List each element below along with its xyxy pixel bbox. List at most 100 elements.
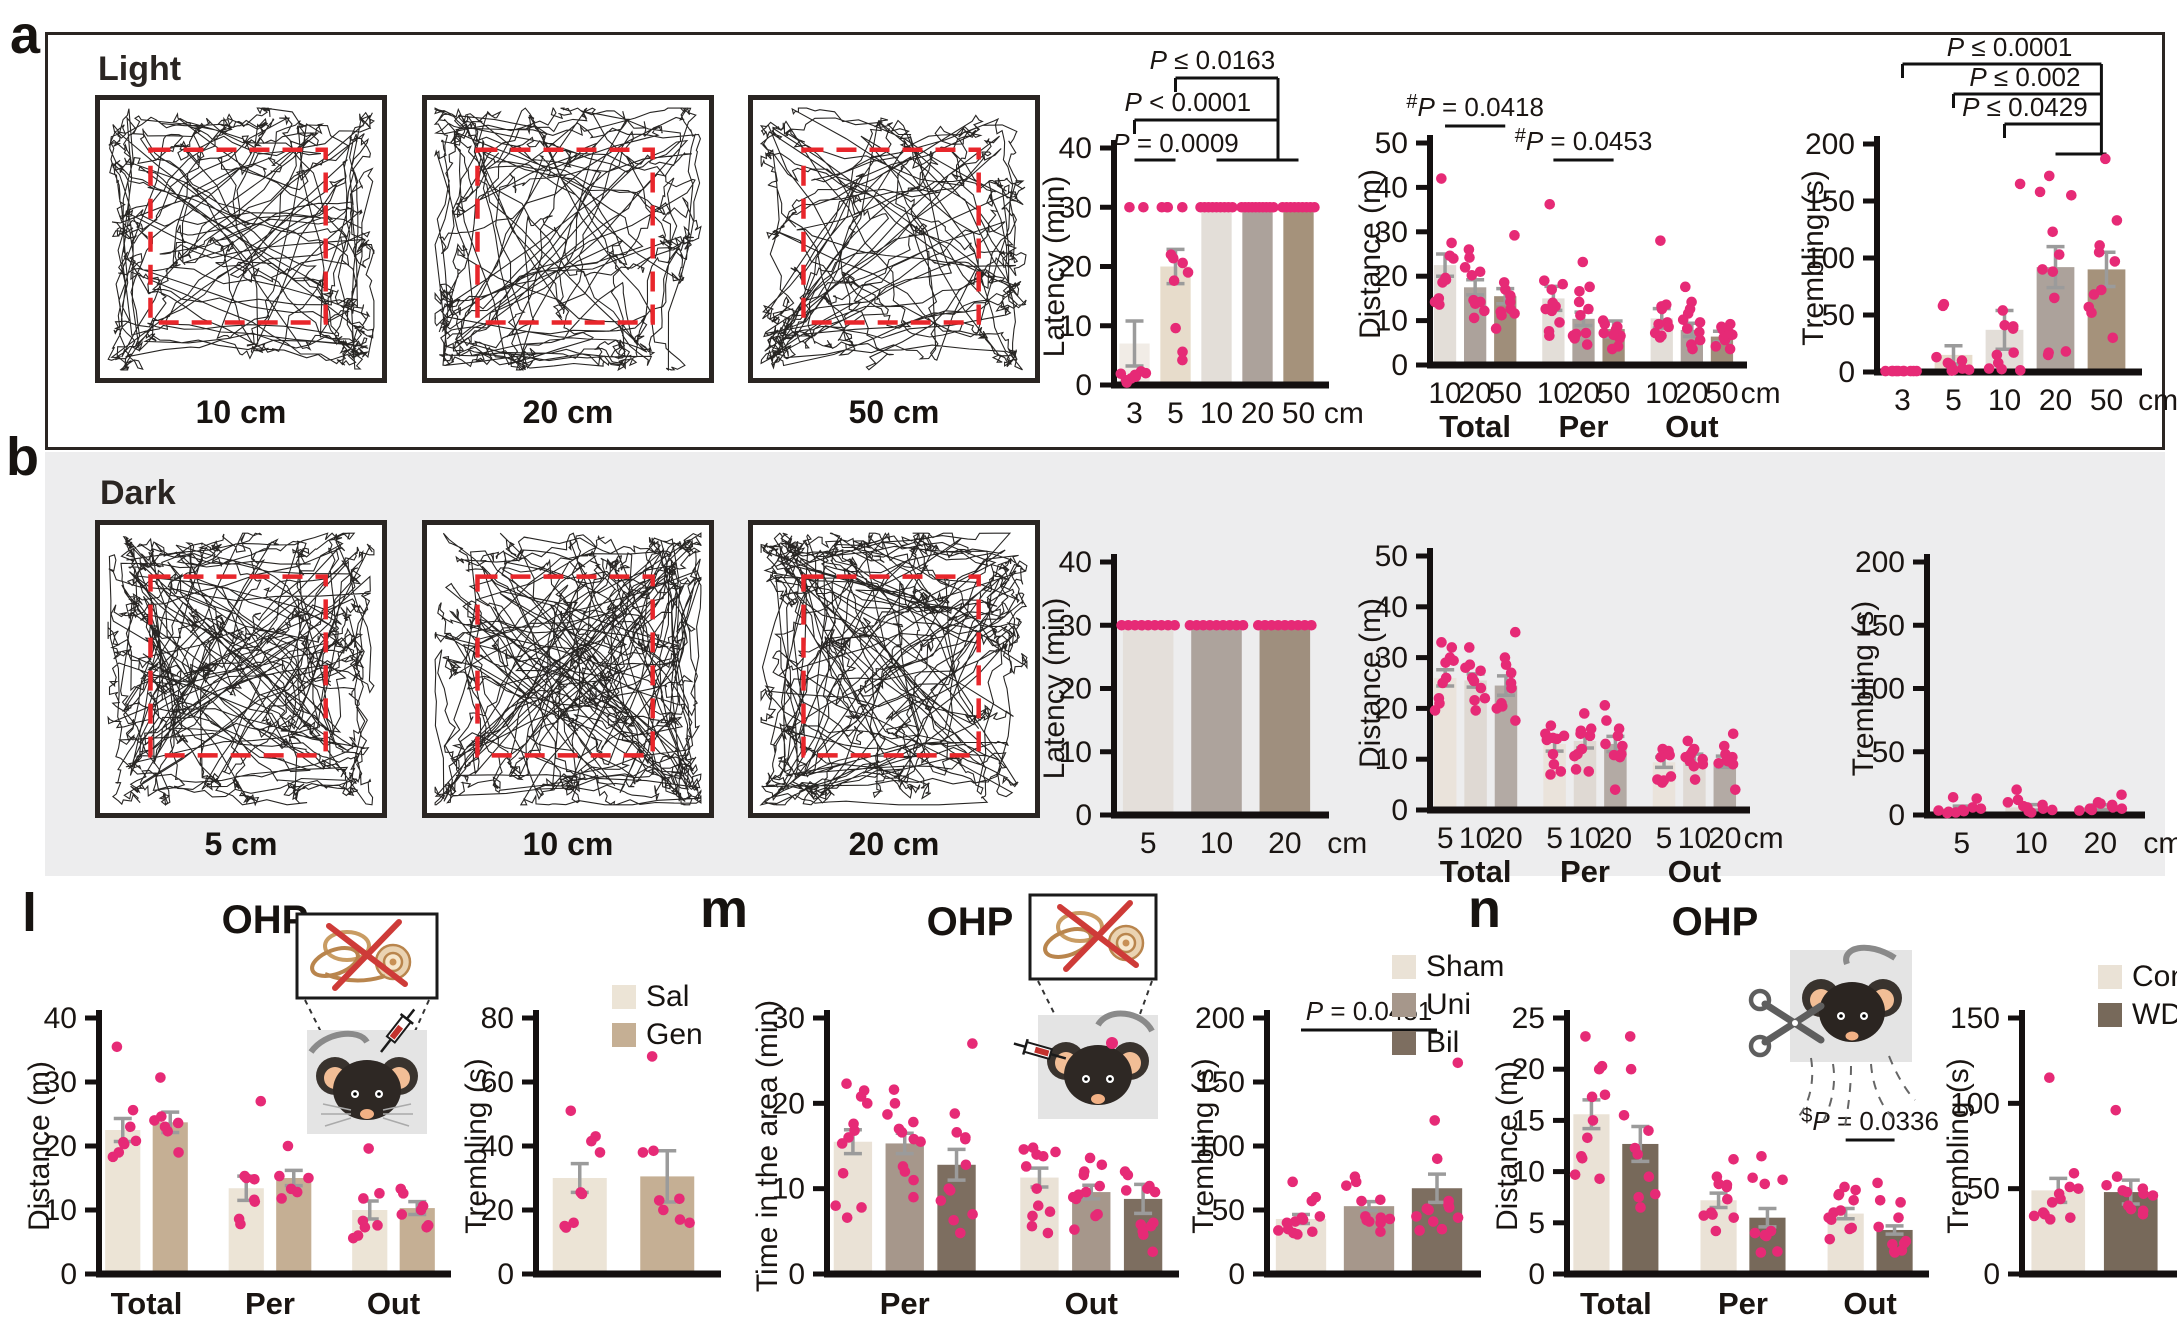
- svg-text:150: 150: [1855, 609, 1905, 642]
- svg-text:5: 5: [1945, 384, 1962, 417]
- panel-a-frame: [45, 32, 2165, 450]
- panel-label-l: l: [22, 883, 38, 943]
- svg-text:20: 20: [1375, 692, 1408, 725]
- svg-text:cm: cm: [1327, 827, 1367, 860]
- svg-text:200: 200: [1855, 546, 1905, 579]
- svg-text:cm: cm: [2138, 384, 2177, 417]
- mouse-tail-icon: [1095, 1010, 1155, 1033]
- svg-text:Trembling (s): Trembling (s): [1847, 601, 1880, 777]
- svg-text:50: 50: [2090, 384, 2123, 417]
- svg-text:Trembling (s): Trembling (s): [1797, 170, 1830, 346]
- legend-swatch-sham: [1392, 955, 1416, 979]
- panel-label-n: n: [1468, 879, 1501, 939]
- svg-text:100: 100: [1805, 242, 1855, 275]
- mouse-illustration-whisker-deprivation: [1748, 944, 1916, 1127]
- svg-text:Latency (min): Latency (min): [1038, 176, 1071, 358]
- svg-text:20: 20: [1241, 397, 1274, 430]
- cut-whiskers-icon: [1798, 1055, 1916, 1127]
- svg-text:Out: Out: [367, 1286, 420, 1321]
- svg-text:20: 20: [1675, 377, 1708, 410]
- svg-text:10: 10: [1059, 310, 1092, 343]
- legend-sal-gen: Sal Gen: [612, 980, 703, 1052]
- track-trace-light-50cm: [748, 95, 1040, 383]
- panel-label-b: b: [6, 427, 39, 487]
- svg-text:10: 10: [1537, 377, 1570, 410]
- dark-trembling-chart: 0 50 100 150 200 Trembling (s) 5 10 20 cm: [1847, 546, 2177, 860]
- svg-text:20: 20: [1059, 251, 1092, 284]
- legend-label-sham: Sham: [1426, 950, 1505, 983]
- ohp-gentamicin-trembling-chart: 0 20 40 60 80 Trembling (s): [460, 1002, 721, 1291]
- svg-text:50: 50: [1375, 540, 1408, 573]
- svg-text:cm: cm: [1741, 377, 1781, 410]
- condition-title-dark: Dark: [100, 474, 176, 512]
- svg-text:0: 0: [1528, 1258, 1545, 1291]
- trace-label: 10 cm: [195, 394, 287, 430]
- svg-text:Out: Out: [1665, 409, 1718, 444]
- ohp-whisker-distance-chart: $P = 0.0336 0 5 10 15 20 25 Distance (m) Total Pe…: [1491, 1002, 1939, 1321]
- svg-text:Trembling (s): Trembling (s): [1942, 1058, 1975, 1234]
- svg-text:10: 10: [1428, 377, 1461, 410]
- svg-text:5: 5: [1167, 397, 1184, 430]
- svg-text:Trembling (s): Trembling (s): [1187, 1058, 1220, 1234]
- svg-text:#P = 0.0418: #P = 0.0418: [1406, 91, 1544, 122]
- svg-text:10: 10: [1678, 822, 1711, 855]
- svg-text:20: 20: [1599, 822, 1632, 855]
- svg-text:100: 100: [1950, 1087, 2000, 1120]
- mouse-tail-icon: [308, 1030, 370, 1054]
- svg-text:50: 50: [1375, 127, 1408, 160]
- svg-text:Distance (m): Distance (m): [23, 1061, 56, 1231]
- svg-text:20: 20: [1458, 377, 1491, 410]
- svg-text:20: 20: [1708, 822, 1741, 855]
- mouse-tail-icon: [1843, 944, 1897, 966]
- whiskers-icon: [321, 1103, 413, 1127]
- legend-label-wd: WD: [2132, 998, 2177, 1031]
- svg-text:40: 40: [1059, 546, 1092, 579]
- svg-text:50: 50: [1489, 377, 1522, 410]
- trace-label: 5 cm: [204, 826, 278, 862]
- svg-text:50: 50: [1212, 1194, 1245, 1227]
- light-distance-chart: #P = 0.0418#P = 0.045301020304050Distanc…: [1354, 91, 1781, 444]
- svg-text:200: 200: [1195, 1002, 1245, 1035]
- syringe-icon: [1013, 1038, 1067, 1061]
- svg-text:10: 10: [1200, 397, 1233, 430]
- svg-text:Total: Total: [1440, 854, 1512, 889]
- svg-text:cm: cm: [1324, 397, 1364, 430]
- condition-title-light: Light: [98, 50, 182, 88]
- svg-text:10: 10: [44, 1194, 77, 1227]
- legend-swatch-gen: [612, 1023, 636, 1047]
- panel-label-a: a: [10, 5, 41, 65]
- svg-text:200: 200: [1805, 128, 1855, 161]
- svg-text:50: 50: [1282, 397, 1315, 430]
- svg-text:cm: cm: [2143, 827, 2177, 860]
- svg-text:15: 15: [1512, 1104, 1545, 1137]
- svg-text:10: 10: [1200, 827, 1233, 860]
- svg-text:20: 20: [1489, 822, 1522, 855]
- red-cross-icon: [1057, 900, 1139, 972]
- legend-sham-uni-bil: Sham Uni Bil: [1392, 950, 1504, 1060]
- svg-text:100: 100: [1855, 673, 1905, 706]
- mouse-illustration-gentamicin: [295, 912, 439, 1134]
- svg-text:Distance (m): Distance (m): [1354, 169, 1387, 339]
- svg-text:10: 10: [772, 1173, 805, 1206]
- legend-swatch-uni: [1392, 993, 1416, 1017]
- svg-text:Latency (min): Latency (min): [1038, 598, 1071, 780]
- svg-text:0: 0: [1075, 799, 1092, 832]
- svg-text:0: 0: [1391, 794, 1408, 827]
- legend-swatch-con: [2098, 965, 2122, 989]
- svg-text:3: 3: [1894, 384, 1911, 417]
- svg-text:0: 0: [1075, 369, 1092, 402]
- inset-connector-line: [410, 999, 430, 1041]
- svg-text:P ≤ 0.0001: P ≤ 0.0001: [1947, 32, 2073, 62]
- svg-text:0: 0: [1228, 1258, 1245, 1291]
- svg-text:150: 150: [1195, 1066, 1245, 1099]
- legend-label-uni: Uni: [1426, 988, 1472, 1021]
- svg-text:0: 0: [497, 1258, 514, 1291]
- svg-text:10: 10: [1059, 736, 1092, 769]
- scissors-icon: [1748, 988, 1825, 1058]
- legend-label-con: Con: [2132, 960, 2177, 993]
- svg-text:#P = 0.0453: #P = 0.0453: [1515, 125, 1653, 156]
- svg-text:20: 20: [44, 1130, 77, 1163]
- svg-text:cm: cm: [1744, 822, 1784, 855]
